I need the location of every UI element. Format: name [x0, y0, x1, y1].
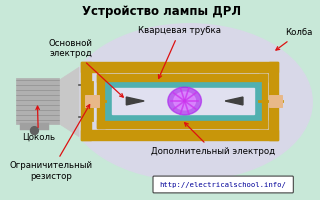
- Bar: [85, 95, 99, 107]
- Bar: [81, 62, 278, 72]
- Text: Основной
электрод: Основной электрод: [49, 39, 123, 97]
- Bar: [97, 120, 267, 128]
- Text: http://electricalschool.info/: http://electricalschool.info/: [160, 182, 287, 188]
- Bar: [105, 82, 261, 120]
- Ellipse shape: [67, 24, 312, 180]
- Circle shape: [30, 127, 38, 135]
- Bar: [20, 123, 49, 130]
- Text: Кварцевая трубка: Кварцевая трубка: [138, 26, 221, 78]
- Text: Колба: Колба: [276, 28, 313, 50]
- Bar: [97, 74, 105, 128]
- Text: Устройство лампы ДРЛ: Устройство лампы ДРЛ: [82, 5, 242, 18]
- Ellipse shape: [168, 87, 201, 115]
- Text: Дополнительный электрод: Дополнительный электрод: [151, 123, 276, 156]
- Bar: [16, 78, 59, 124]
- Text: Ограничительный
резистор: Ограничительный резистор: [10, 105, 93, 181]
- Bar: [259, 74, 267, 128]
- Bar: [81, 62, 91, 140]
- Ellipse shape: [174, 92, 196, 110]
- Bar: [268, 62, 278, 140]
- Bar: [111, 88, 254, 114]
- Bar: [268, 95, 283, 107]
- Bar: [97, 74, 267, 82]
- Polygon shape: [59, 67, 79, 137]
- Polygon shape: [126, 97, 144, 105]
- Text: Цоколь: Цоколь: [22, 106, 55, 142]
- FancyBboxPatch shape: [153, 176, 293, 193]
- Polygon shape: [225, 97, 243, 105]
- Bar: [81, 130, 278, 140]
